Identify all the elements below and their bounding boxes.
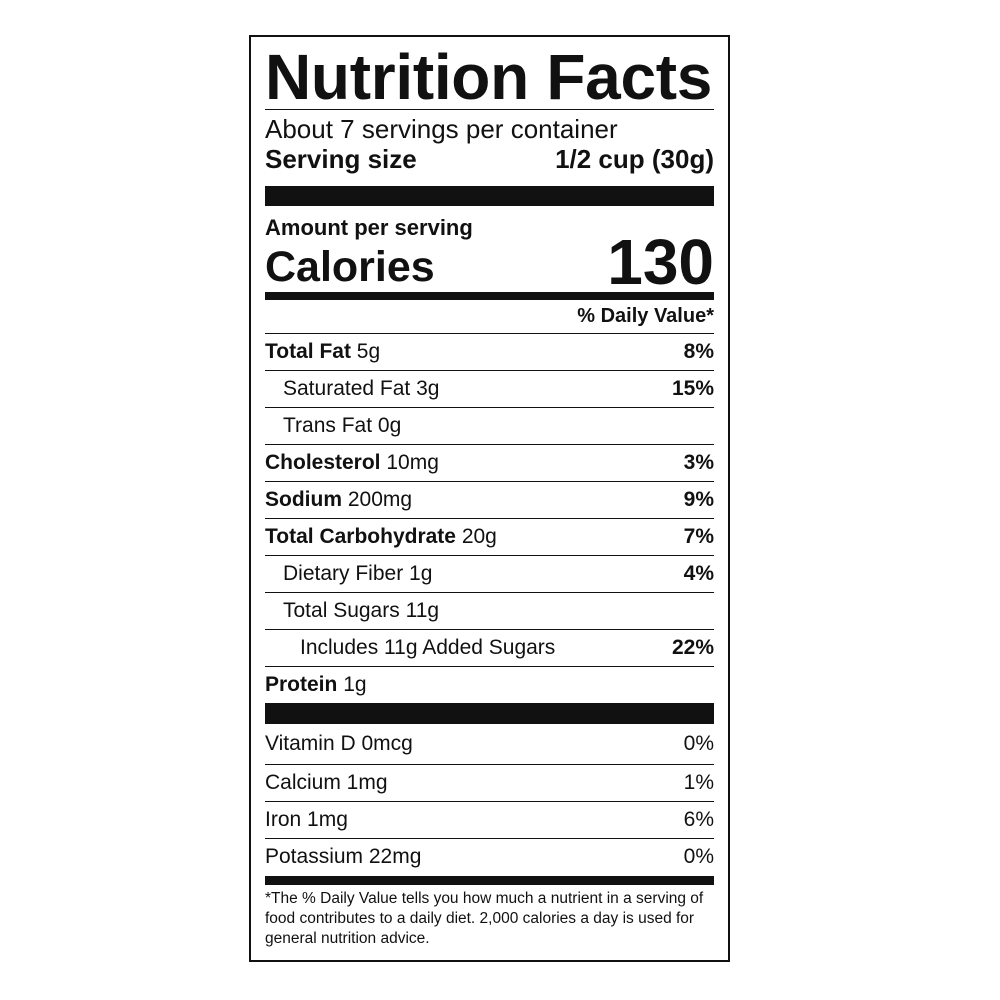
serving-size-label: Serving size [265,144,417,174]
nutrient-row: Dietary Fiber 1g 4% [265,555,714,592]
servings-per-container: About 7 servings per container [265,114,618,144]
nutrient-daily-value: 15% [671,377,714,400]
nutrient-amount: 0g [377,414,402,437]
label-title: Nutrition Facts [265,41,713,113]
vitamin-label: Potassium 22mg [265,845,422,868]
nutrient-name: Total Fat [265,340,351,363]
nutrient-amount: 20g [461,525,497,548]
nutrient-label: Trans Fat 0g [265,414,401,438]
nutrient-amount: 5g [356,340,381,363]
nutrient-row: Includes 11g Added Sugars 22% [265,629,714,666]
vitamin-row: Iron 1mg 6% [265,801,714,838]
nutrient-row: Saturated Fat 3g 15% [265,370,714,407]
nutrient-label: Saturated Fat 3g [265,377,439,401]
serving-size-row: Serving size 1/2 cup (30g) [265,144,714,174]
vitamin-daily-value: 6% [683,808,714,831]
nutrient-name: Sodium [265,488,342,511]
thick-divider [265,703,714,724]
nutrient-row: Trans Fat 0g [265,407,714,444]
nutrient-amount: 1g [409,562,433,585]
nutrient-daily-value: 22% [671,636,714,659]
calories-row: Calories 130 [265,230,714,294]
nutrient-label: Total Sugars 11g [265,599,439,623]
nutrient-amount: 10mg [386,451,439,474]
nutrient-daily-value: 8% [683,340,714,363]
vitamin-list: Vitamin D 0mcg 0% Calcium 1mg 1% Iron 1mg 6% P… [265,724,714,875]
nutrient-label: Total Fat 5g [265,340,380,364]
medium-divider [265,292,714,300]
nutrient-name: Dietary Fiber [283,562,404,585]
nutrient-amount: 200mg [347,488,413,511]
vitamin-label: Vitamin D 0mcg [265,732,413,755]
vitamin-row: Vitamin D 0mcg 0% [265,724,714,764]
nutrient-name: Includes 11g Added Sugars [300,636,556,659]
nutrient-daily-value: 4% [683,562,714,585]
nutrient-name: Saturated Fat [283,377,411,400]
nutrient-name: Cholesterol [265,451,381,474]
vitamin-label: Iron 1mg [265,808,348,831]
vitamin-daily-value: 0% [683,732,714,755]
vitamin-label: Calcium 1mg [265,771,388,794]
nutrient-label: Cholesterol 10mg [265,451,439,475]
nutrient-label: Sodium 200mg [265,488,412,512]
daily-value-header: % Daily Value* [577,305,714,327]
nutrient-row: Protein 1g [265,666,714,703]
vitamin-daily-value: 1% [683,771,714,794]
nutrient-amount: 3g [416,377,440,400]
nutrient-name: Protein [265,673,338,696]
nutrition-facts-label: Nutrition Facts About 7 servings per con… [249,35,730,962]
nutrient-amount: 1g [343,673,367,696]
nutrient-label: Protein 1g [265,673,367,697]
nutrient-name: Trans Fat [283,414,373,437]
serving-size-value: 1/2 cup (30g) [555,144,714,174]
calories-value: 130 [607,226,714,298]
nutrient-amount: 11g [405,599,440,622]
nutrient-row: Total Sugars 11g [265,592,714,629]
vitamin-row: Potassium 22mg 0% [265,838,714,875]
calories-label: Calories [265,243,435,291]
nutrient-label: Includes 11g Added Sugars [265,636,555,660]
amount-per-serving: Amount per serving [265,215,473,240]
thick-divider [265,186,714,206]
nutrient-list: Total Fat 5g 8% Saturated Fat 3g 15% Trans F… [265,333,714,703]
nutrient-daily-value: 9% [683,488,714,511]
nutrient-row: Sodium 200mg 9% [265,481,714,518]
nutrient-daily-value: 7% [683,525,714,548]
nutrient-row: Total Carbohydrate 20g 7% [265,518,714,555]
footnote: *The % Daily Value tells you how much a … [265,890,704,947]
nutrient-name: Total Carbohydrate [265,525,456,548]
nutrient-row: Total Fat 5g 8% [265,333,714,370]
nutrient-label: Total Carbohydrate 20g [265,525,497,549]
nutrient-row: Cholesterol 10mg 3% [265,444,714,481]
vitamin-daily-value: 0% [683,845,714,868]
medium-divider [265,876,714,885]
nutrient-daily-value: 3% [683,451,714,474]
divider [265,109,714,110]
vitamin-row: Calcium 1mg 1% [265,764,714,801]
nutrient-name: Total Sugars [283,599,400,622]
nutrient-label: Dietary Fiber 1g [265,562,432,586]
